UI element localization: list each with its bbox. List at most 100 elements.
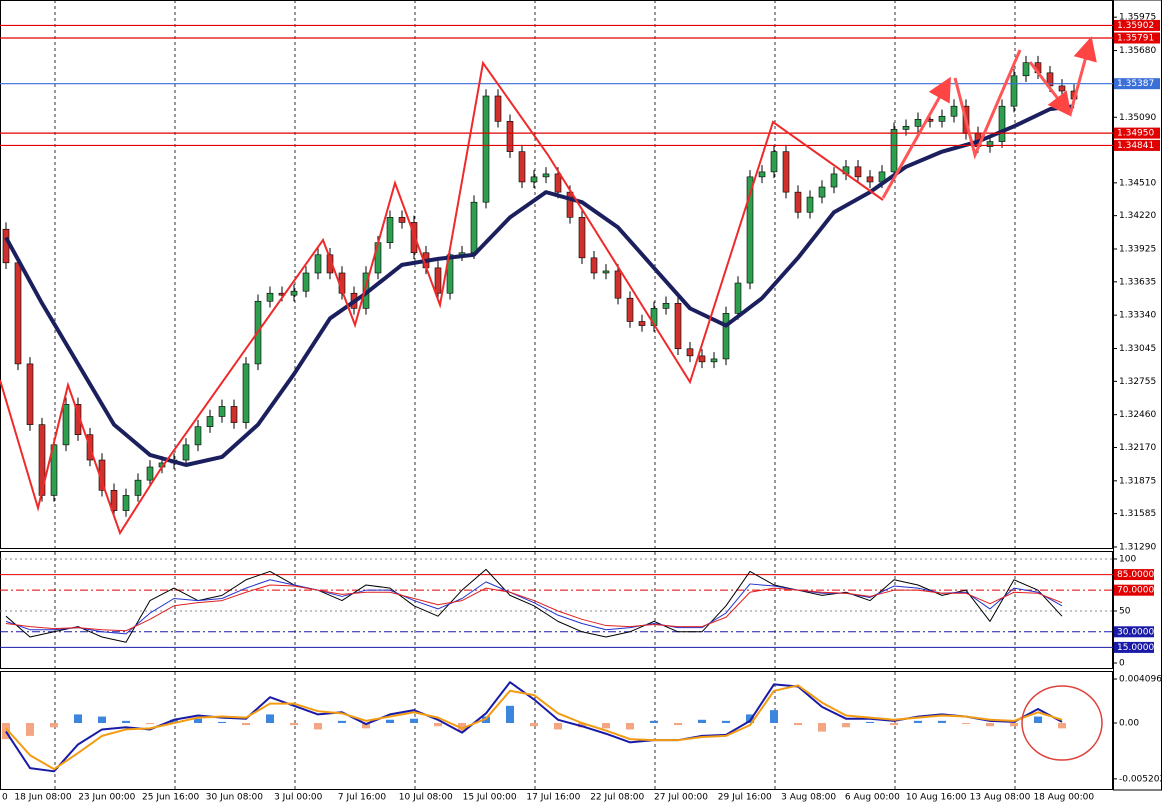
y-tick-label: 1.35975: [1119, 13, 1156, 23]
candle-body: [614, 270, 622, 299]
candle-body: [746, 176, 754, 284]
candle-body: [242, 363, 250, 423]
candle-body: [986, 141, 994, 147]
candle-body: [470, 201, 478, 254]
histogram-bar: [530, 723, 538, 727]
macd-panel: [0, 671, 1113, 790]
y-tick-label: 1.35090: [1119, 113, 1156, 123]
candle-body: [890, 129, 898, 173]
macd-line: [5, 684, 1063, 771]
candle-body: [110, 490, 118, 511]
histogram-bar: [722, 720, 730, 724]
histogram-bar: [26, 723, 34, 736]
x-tick-label: 22 Jul 08:00: [590, 793, 644, 803]
x-tick-label: 13 Aug 08:00: [970, 793, 1031, 803]
histogram-bar: [434, 723, 442, 727]
histogram-bar: [746, 714, 754, 724]
candle-body: [590, 257, 598, 274]
histogram-bar: [362, 723, 370, 729]
candle-body: [734, 282, 742, 314]
y-tick-label: 1.34220: [1119, 211, 1156, 221]
candle-body: [794, 191, 802, 213]
histogram-bar: [2, 723, 10, 740]
candle-body: [494, 95, 502, 122]
candle-body: [542, 173, 550, 178]
histogram-bar: [74, 714, 82, 724]
candle-body: [302, 272, 310, 292]
histogram-bar: [122, 720, 130, 724]
y-tick-label: 1.34510: [1119, 178, 1156, 188]
histogram-bar: [554, 723, 562, 730]
histogram-bar: [242, 723, 250, 726]
candle-body: [950, 105, 958, 117]
y-tick-label: 1.32460: [1119, 410, 1156, 420]
histogram-bar: [266, 714, 274, 724]
candle-body: [314, 254, 322, 274]
y-tick-label: 1.33340: [1119, 311, 1156, 321]
level-label-box: [1114, 626, 1154, 638]
level-label: 1.35791: [1117, 33, 1154, 43]
y-tick-label: 1.31875: [1119, 476, 1156, 486]
histogram-bar: [338, 720, 346, 724]
histogram-bar: [770, 710, 778, 724]
oscillator-line: [5, 579, 1063, 635]
oscillator-line: [5, 584, 1063, 632]
arrow-path: [881, 76, 951, 199]
candle-body: [398, 217, 406, 223]
candle-body: [698, 355, 706, 363]
candle-body: [26, 363, 34, 425]
arrow-path: [953, 49, 1022, 160]
candle-body: [2, 228, 10, 264]
candle-body: [686, 348, 694, 357]
x-tick-label: 10 Aug 16:00: [906, 793, 967, 803]
histogram-bar: [410, 718, 418, 724]
level-label-box: [1114, 78, 1160, 90]
candle-body: [602, 270, 610, 274]
candle-body: [674, 302, 682, 350]
x-tick-label: 30 Jun 08:00: [206, 793, 263, 803]
candle-body: [638, 321, 646, 326]
x-tick-label: 7 Jul 16:00: [338, 793, 387, 803]
candle-body: [386, 217, 394, 243]
histogram-bar: [1058, 723, 1066, 729]
y-tick-label: 1.32755: [1119, 377, 1156, 387]
oscillator-line: [5, 568, 1063, 643]
x-tick-label: 18 Jun 08:00: [14, 793, 71, 803]
candle-body: [218, 406, 226, 417]
candle-body: [914, 119, 922, 127]
candle-body: [1022, 62, 1030, 77]
x-tick-label: 10 Jul 08:00: [399, 793, 453, 803]
histogram-bar: [218, 721, 226, 724]
y-tick-label: 1.31585: [1119, 509, 1156, 519]
histogram-bar: [626, 723, 634, 730]
histogram-bar: [194, 718, 202, 724]
candle-body: [410, 222, 418, 254]
level-label: 15.0000: [1117, 643, 1154, 653]
candle-body: [770, 151, 778, 173]
moving-average: [4, 104, 1075, 467]
candle-body: [554, 173, 562, 193]
candle-body: [710, 358, 718, 363]
candle-body: [902, 126, 910, 130]
histogram-bar: [674, 723, 682, 726]
level-label: 85.0000: [1117, 570, 1154, 580]
candle-body: [446, 254, 454, 294]
level-label: 1.35902: [1117, 21, 1154, 31]
x-tick-label: 3 Jul 00:00: [274, 793, 323, 803]
level-label: 70.0000: [1117, 586, 1154, 596]
candle-body: [146, 466, 154, 481]
x-tick-label: 23 Jun 00:00: [78, 793, 135, 803]
candle-body: [830, 173, 838, 188]
y-tick-label: 1.33045: [1119, 344, 1156, 354]
histogram-bar: [866, 721, 874, 724]
y-tick-label: 0.0040965: [1119, 675, 1162, 685]
candle-body: [290, 290, 298, 296]
x-tick-label: 0: [2, 793, 8, 803]
histogram-bar: [650, 720, 658, 724]
histogram-bar: [506, 705, 514, 724]
candle-body: [566, 191, 574, 218]
candle-body: [998, 105, 1006, 142]
